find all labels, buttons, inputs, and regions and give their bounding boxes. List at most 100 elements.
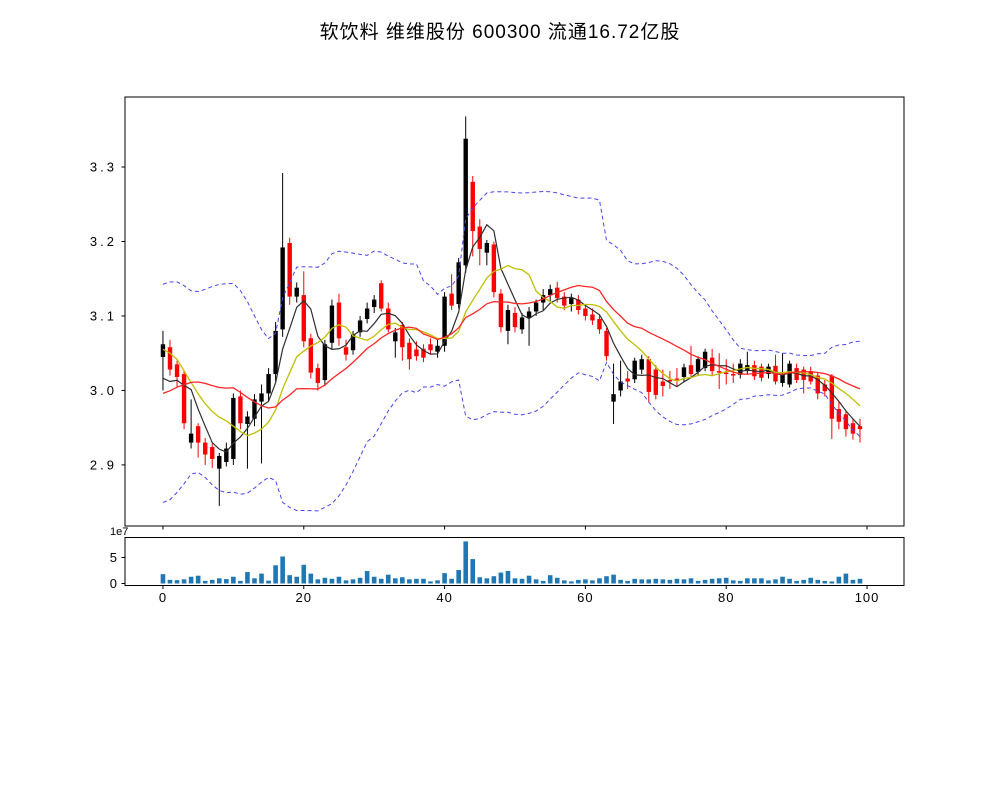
volume-bar [238, 580, 243, 584]
candle-body [238, 396, 243, 424]
volume-bar [378, 578, 384, 584]
candle-body [653, 369, 659, 395]
volume-bar [364, 571, 370, 584]
candle-body [414, 349, 419, 357]
volume-bar [540, 580, 546, 584]
overlay-lines [162, 191, 861, 512]
volume-bar [547, 575, 553, 584]
volume-panel-border [124, 537, 905, 586]
candle-body [519, 317, 525, 330]
candle-body [287, 242, 292, 297]
candle-body [569, 298, 574, 305]
candles-group [160, 116, 863, 506]
price-y-tick-label: 3.2 [90, 234, 117, 249]
volume-bar [766, 580, 771, 584]
volume-bar [280, 556, 285, 584]
candle-body [583, 308, 588, 316]
candle-body [160, 344, 166, 357]
candle-body [343, 347, 349, 355]
volume-bar [857, 578, 863, 584]
volume-bar [463, 541, 469, 584]
ma10-line [162, 264, 861, 437]
volume-bar [752, 578, 757, 584]
candle-body [716, 371, 722, 373]
volume-y-tick-label: 0 [110, 576, 117, 591]
candle-body [688, 365, 694, 375]
volume-bar [336, 576, 342, 584]
price-y-tick-label: 3.1 [90, 308, 117, 323]
candle-body [850, 423, 856, 434]
volume-bar [329, 578, 335, 584]
candle-body [674, 378, 680, 380]
candle-body [484, 242, 490, 253]
candle-body [449, 293, 454, 306]
candle-body [393, 332, 398, 342]
x-tick-label: 100 [855, 590, 880, 605]
volume-bar [188, 576, 194, 584]
volume-bar [611, 574, 616, 584]
volume-bar [639, 579, 645, 584]
price-panel-border [124, 96, 905, 527]
volume-bar [202, 580, 208, 584]
boll-lower-line [162, 361, 861, 512]
volume-bar [709, 578, 715, 584]
candle-body [400, 324, 405, 348]
volume-bar [590, 580, 595, 584]
volume-bar [371, 576, 377, 584]
candle-body [181, 374, 187, 424]
volume-bar [167, 579, 173, 584]
volume-bar [343, 580, 349, 584]
candle-body [745, 365, 750, 372]
candle-body [604, 330, 609, 357]
volume-bar [526, 575, 532, 584]
candle-body [576, 299, 581, 311]
volume-bar [780, 576, 785, 584]
candle-body [505, 310, 511, 331]
volume-bar [435, 580, 440, 584]
candle-body [836, 409, 842, 422]
ma5-line [162, 223, 861, 453]
candle-body [252, 399, 257, 419]
volume-bar [252, 578, 257, 584]
volume-bar [505, 571, 511, 584]
volume-bar [442, 573, 447, 584]
candle-body [364, 308, 370, 319]
volume-bar [484, 578, 490, 584]
volume-bar [477, 577, 483, 584]
candle-body [491, 244, 497, 293]
volume-bar [301, 564, 307, 584]
volume-bar [723, 577, 729, 584]
volume-bar [808, 577, 814, 584]
candle-body [526, 311, 532, 318]
candle-body [562, 296, 567, 306]
volume-bar [618, 579, 623, 584]
volume-bar [576, 579, 581, 584]
candle-body [174, 364, 180, 378]
candle-body [801, 369, 806, 381]
volume-bar [667, 579, 673, 584]
volume-bar [653, 578, 659, 584]
candle-body [371, 299, 377, 308]
volume-bar [456, 569, 461, 584]
volume-bar [688, 578, 694, 584]
candle-body [210, 447, 215, 459]
candle-body [407, 342, 412, 360]
candle-body [195, 426, 201, 443]
volume-bar [829, 581, 835, 584]
volume-bar [702, 579, 708, 584]
volume-bar [569, 581, 574, 584]
candle-body [611, 394, 616, 402]
axes: 2.9 3.0 3.1 3.2 3.3 0 20 40 60 80 100 0 5 1e7 [90, 160, 880, 605]
candle-body [456, 262, 461, 305]
volume-bar [822, 580, 828, 584]
candle-body [822, 384, 827, 392]
candle-body [273, 330, 278, 375]
candle-body [625, 378, 630, 382]
candle-body [259, 393, 264, 402]
volume-bar [449, 578, 454, 584]
volume-bar [716, 578, 722, 584]
volume-bar [681, 579, 687, 584]
candle-body [336, 302, 342, 339]
